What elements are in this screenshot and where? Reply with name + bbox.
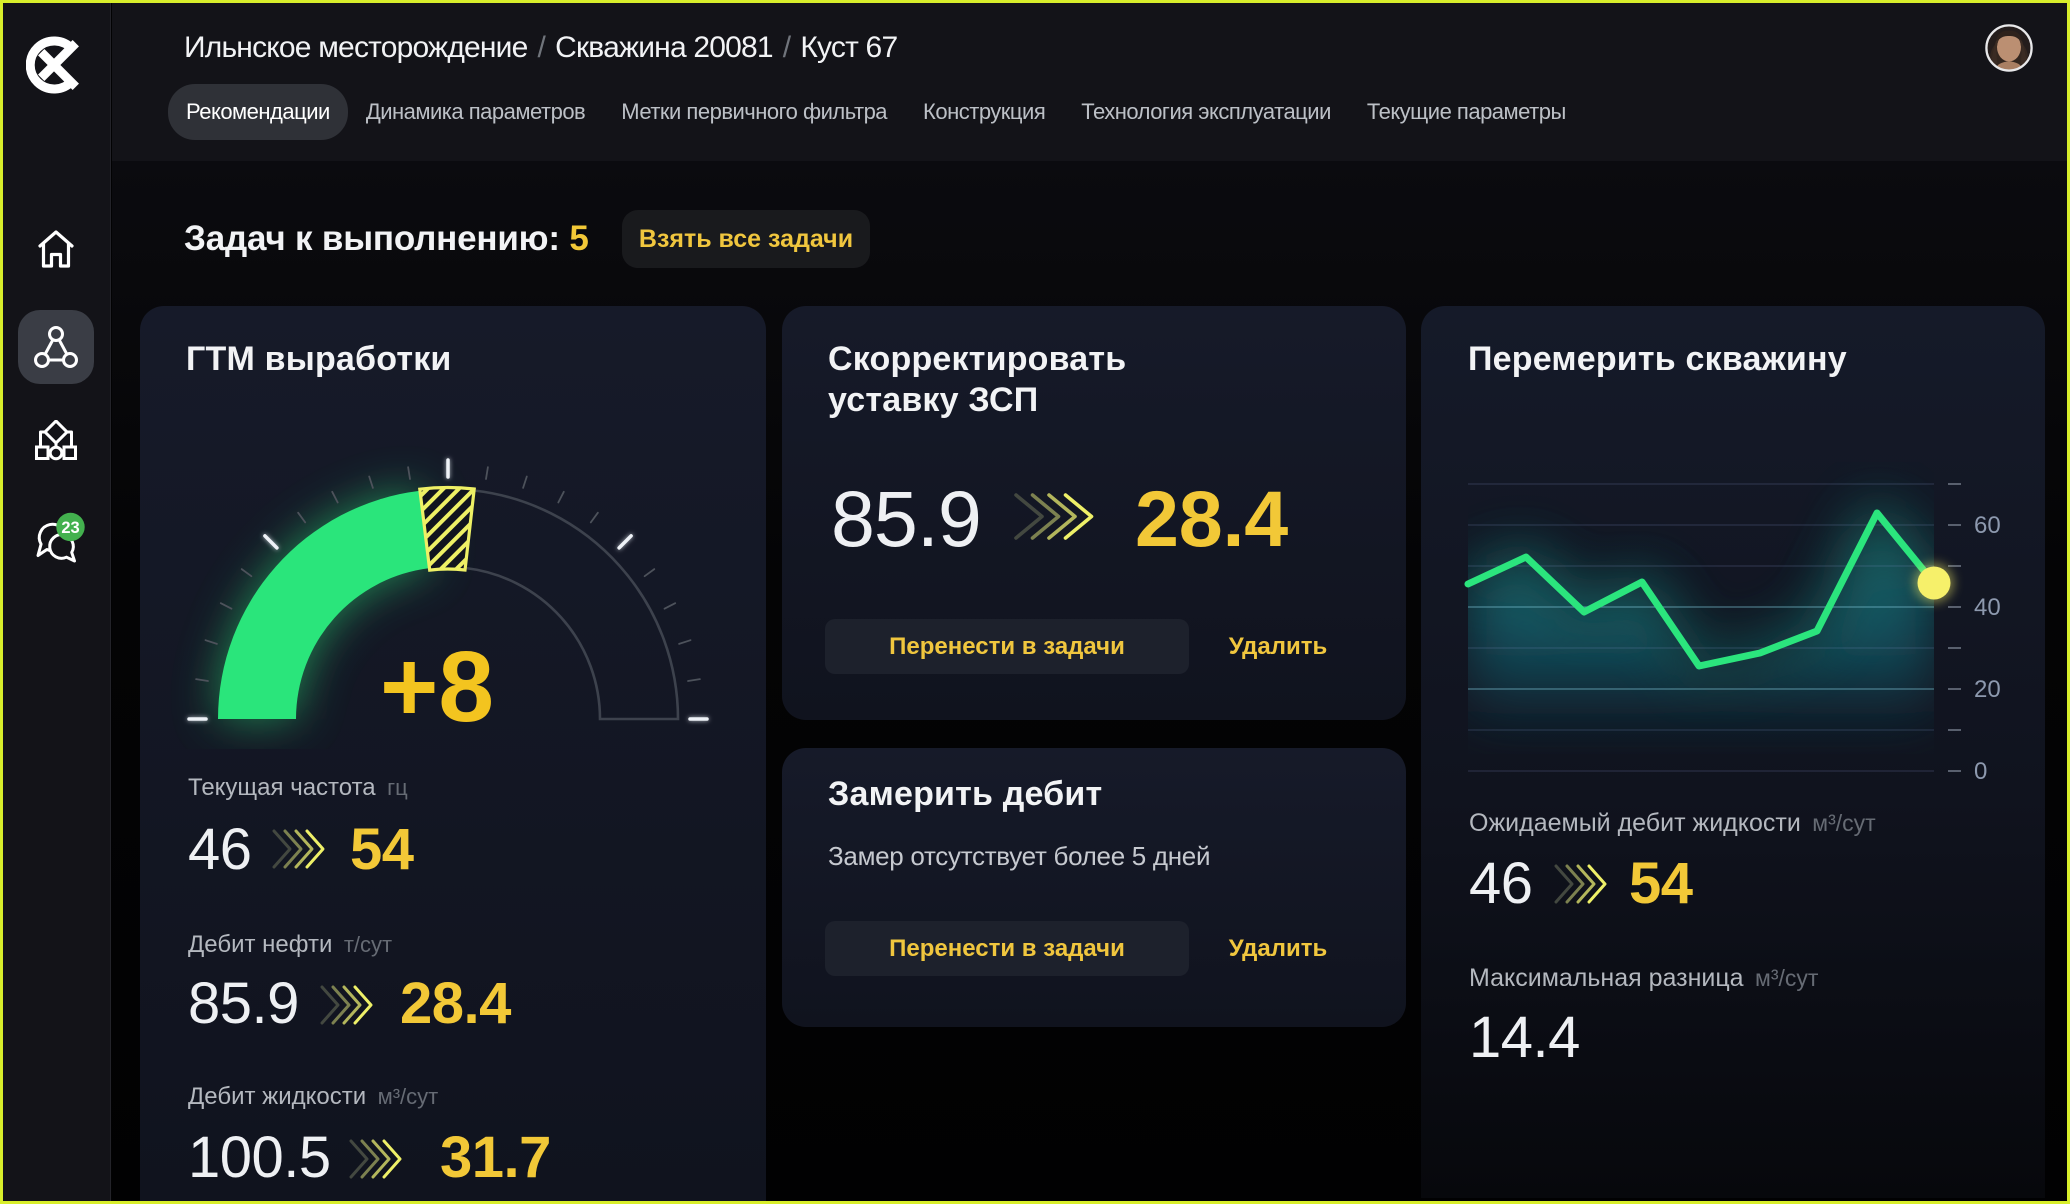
svg-text:23: 23	[61, 519, 79, 537]
svg-text:0: 0	[1974, 758, 1987, 785]
svg-text:60: 60	[1974, 512, 2001, 539]
svg-text:20: 20	[1974, 676, 2001, 703]
svg-text:40: 40	[1974, 594, 2001, 621]
